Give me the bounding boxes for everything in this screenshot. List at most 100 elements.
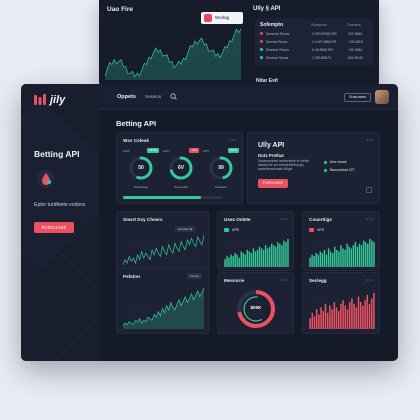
gauge-ring [169,156,193,180]
expand-icon[interactable] [366,187,372,193]
series-line [123,287,204,327]
background-window-button-label: Worlag API [215,15,230,32]
status-dot [260,48,263,51]
gauge: DATT +5% 6V Prouncitis [163,148,199,193]
bar [344,305,347,329]
memory-card: Mesnorie ••• $00K [217,272,294,334]
performance-title: Pefatrer [123,274,141,279]
bar [309,257,311,267]
series-line [123,234,204,265]
bar [342,248,344,267]
more-icon[interactable]: ••• [366,277,374,282]
nav-item-oppets[interactable]: Oppets [117,94,136,100]
bar [248,251,251,267]
bar [336,249,338,267]
bar [329,305,331,329]
bar [326,312,329,329]
bar [318,314,320,329]
bar [359,302,362,329]
warning-icon [204,14,212,22]
bar [226,256,228,267]
background-window: Uao Fire Worlag API Ully § API Sofempto … [99,0,379,86]
users-online-title: Uses Onlete [224,217,251,222]
bar [360,245,363,267]
bar [321,253,324,267]
background-window-button[interactable]: Worlag API [201,12,243,32]
row-value: 423 9885 [348,32,363,36]
seclegg-bar-chart [309,291,375,329]
bar [264,245,267,267]
row-label: Sueame Reons [266,32,290,36]
bar [358,243,361,267]
bar [258,246,261,267]
more-icon[interactable]: ••• [229,137,237,142]
gauge-ring [129,156,153,180]
bar [348,302,351,329]
users-online-legend: UPE [224,228,239,232]
bar [362,240,365,267]
gauge-badge: 15:3% [147,148,159,153]
more-icon[interactable]: ••• [366,137,374,142]
nav-item-session[interactable]: Session [145,94,162,99]
background-data-panel: Sofempto Suespoos Goerave Sueame Reons 4… [255,18,373,66]
bar [368,303,371,329]
avatar[interactable] [375,90,389,104]
bar [352,245,355,267]
subscribe-button[interactable]: Suscrated [344,93,372,102]
users-online-card: Uses Onlete ••• UPE [217,211,294,271]
bar [356,246,359,267]
gauge-ring [209,156,233,180]
smart-chart-title: Smert Dsy Chsers [123,217,163,222]
row-value: 4.293 99983 RR [312,32,337,36]
bar [351,298,353,329]
api-card-subtitle: Dotz Prethar [258,153,285,158]
bar [324,303,327,329]
performance-area-chart [123,285,204,329]
bar [254,251,257,267]
gauge-value: 99 [218,165,224,171]
bar [268,246,271,267]
gauges-progress-fill [123,196,201,199]
series-line [105,28,241,78]
top-bar: Oppets Session Suscrated [99,84,398,110]
api-card-description: Deaboreserse terdotelnete fe brethe defo… [258,159,310,172]
bar [250,253,253,267]
row-value: +59.5384 [348,48,363,52]
series-area [123,288,204,329]
row-value: +28.44ES [348,40,363,44]
row-value: 2.283 88873 [312,56,331,60]
api-purchase-button[interactable]: PURCHASE [258,179,288,188]
counting-title: Couortiigs [309,217,332,222]
bar [364,300,366,329]
more-icon[interactable]: ••• [280,216,288,221]
background-window-right-pane: Ully § API Sofempto Suespoos Goerave Sue… [247,0,379,86]
bar [334,246,336,267]
row-value: 800 88.82 [348,56,364,60]
gauge: ATIS 4A1% 99 Fetoosin [203,148,239,193]
bar [313,256,315,267]
bar [354,242,357,267]
bar [369,239,371,267]
smart-line-chart [123,232,204,268]
brand-name: jily [50,94,66,106]
background-window-footer: Nitar Evit [256,78,278,84]
bar [275,246,277,267]
bar [322,311,325,329]
bar [271,243,273,267]
page-title: Betting API [116,119,157,128]
users-bar-chart [224,237,289,267]
bar [315,253,317,267]
api-card-bullet: Ariv rissair [324,160,347,164]
search-icon[interactable] [170,93,177,100]
sidebar-purchase-button[interactable]: PURCHASE [34,222,74,233]
more-icon[interactable]: ••• [280,277,288,282]
bar [340,245,342,267]
bar [362,305,364,329]
brand-logo[interactable]: jily [34,94,65,106]
background-window-title: Uao Fire [107,6,134,13]
more-icon[interactable]: ••• [366,216,374,221]
bar [350,248,353,267]
bar [370,298,373,329]
bar [287,239,289,267]
bar [234,253,236,267]
